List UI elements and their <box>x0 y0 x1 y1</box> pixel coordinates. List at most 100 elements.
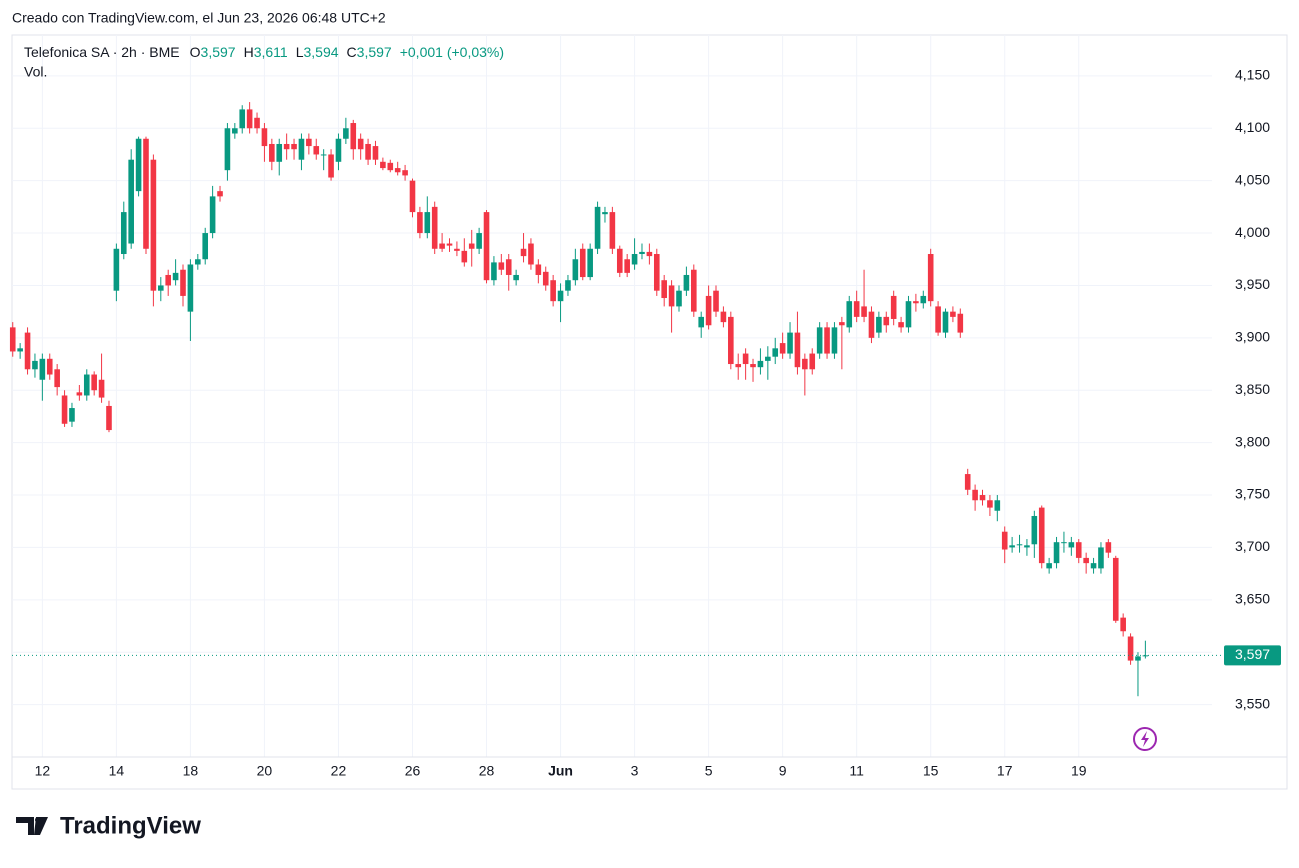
candle-body <box>950 311 956 317</box>
candle-body <box>128 159 134 244</box>
candle-body <box>1075 542 1082 558</box>
candle-body <box>1024 545 1030 548</box>
candle-body <box>920 295 927 304</box>
candle-body <box>802 358 808 370</box>
candle-body <box>246 109 253 129</box>
last-price-label: 3,597 <box>1235 646 1270 662</box>
y-tick-label: 4,100 <box>1235 119 1270 135</box>
candle-body <box>557 290 564 302</box>
ohlc-value: 3,611 <box>254 44 288 60</box>
ohlc-value: 3,597 <box>201 44 236 60</box>
candle-body <box>313 146 320 155</box>
x-tick-label: 20 <box>257 763 273 779</box>
x-tick-label: 12 <box>35 763 51 779</box>
candle-body <box>380 161 386 169</box>
candle-body <box>831 327 838 354</box>
candle-body <box>1135 656 1141 661</box>
candle-body <box>98 379 105 398</box>
y-tick-label: 4,150 <box>1235 67 1270 83</box>
candle-body <box>861 306 867 317</box>
y-tick-label: 3,800 <box>1235 433 1270 449</box>
candle-body <box>320 154 327 156</box>
ohlc-key: C <box>347 44 357 60</box>
candle-body <box>668 285 675 307</box>
candle-body <box>439 243 445 249</box>
candle-body <box>61 395 68 424</box>
candle-body <box>839 322 845 326</box>
candle-body <box>83 374 90 396</box>
candle-body <box>1053 542 1060 564</box>
candle-body <box>17 348 23 352</box>
event-icon[interactable] <box>1133 727 1157 751</box>
candle-body <box>653 254 660 291</box>
candle-body <box>964 474 971 490</box>
candle-body <box>1061 542 1067 544</box>
candle-body <box>217 191 223 197</box>
candle-body <box>54 369 60 388</box>
candle-body <box>150 159 157 291</box>
candle-body <box>180 269 186 296</box>
candle-body <box>483 212 490 281</box>
candle-body <box>1127 636 1134 661</box>
candle-body <box>306 138 312 147</box>
candle-body <box>787 332 793 354</box>
candle-body <box>905 301 912 328</box>
candle-body <box>402 170 408 176</box>
candle-body <box>394 168 401 173</box>
candle-body <box>195 259 201 265</box>
candle-body <box>476 233 482 249</box>
candle-body <box>76 392 83 396</box>
candle-body <box>461 250 468 263</box>
candle-body <box>520 248 527 257</box>
candle-body <box>853 301 860 317</box>
x-tick-label: 28 <box>479 763 495 779</box>
candle-body <box>698 316 705 328</box>
candle-body <box>1016 544 1023 546</box>
x-tick-label: 3 <box>631 763 639 779</box>
candle-body <box>157 285 164 291</box>
ohlc-key: H <box>244 44 254 60</box>
candle-body <box>187 264 194 312</box>
candle-body <box>868 311 875 338</box>
candle-body <box>505 259 512 275</box>
x-tick-label: 14 <box>109 763 125 779</box>
candle-body <box>298 138 305 160</box>
candle-body <box>24 332 31 370</box>
candle-body <box>876 316 882 333</box>
candle-body <box>676 290 682 307</box>
candle-body <box>143 138 149 249</box>
logo-dot <box>35 817 41 823</box>
candle-body <box>283 143 290 150</box>
candle-body <box>979 495 986 501</box>
candle-body <box>91 374 97 391</box>
candle-body <box>691 269 697 312</box>
candle-body <box>735 364 742 368</box>
candle-body <box>624 259 630 273</box>
candle-body <box>254 117 260 129</box>
y-tick-label: 3,550 <box>1235 695 1270 711</box>
candle-body <box>705 295 712 326</box>
y-tick-label: 4,000 <box>1235 224 1270 240</box>
candle-body <box>1031 515 1038 545</box>
logo-icon <box>16 817 48 835</box>
symbol: Telefonica SA · 2h · BME <box>24 44 180 60</box>
candle-body <box>431 206 438 249</box>
y-tick-label: 4,050 <box>1235 171 1270 187</box>
candle-body <box>994 500 1001 511</box>
candle-body <box>357 138 364 150</box>
candle-body <box>454 248 460 251</box>
candle-body <box>550 280 556 302</box>
candle-body <box>1001 531 1008 550</box>
credit: Creado con TradingView.com, el Jun 23, 2… <box>12 10 386 26</box>
chart-frame <box>11 34 1288 790</box>
candle-body <box>1068 542 1075 548</box>
candle-body <box>616 248 623 273</box>
candle-body <box>261 128 268 147</box>
x-tick-label: 19 <box>1071 763 1087 779</box>
candle-body <box>1038 507 1045 564</box>
event-icon-bolt <box>1141 731 1149 747</box>
candle-body <box>409 180 416 213</box>
candle-body <box>927 254 934 302</box>
candle-body <box>239 109 246 129</box>
